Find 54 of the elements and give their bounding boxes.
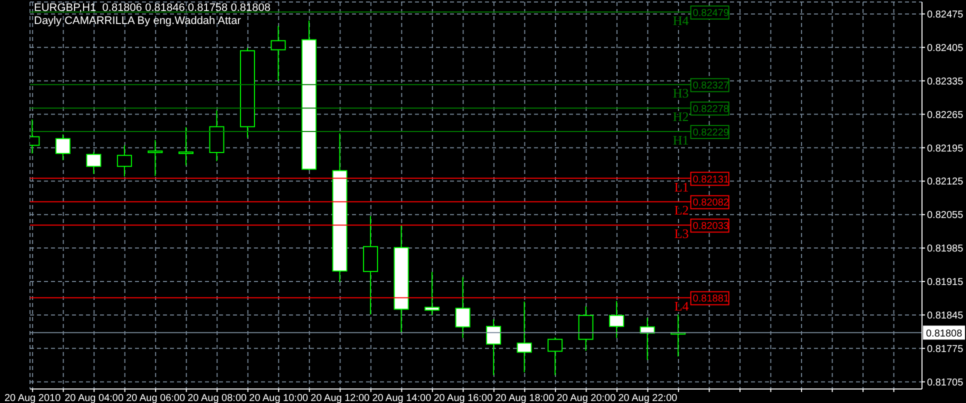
annotation: 0.82278 — [692, 104, 730, 116]
text: Dayly CAMARRILLA By eng.Waddah Attar — [34, 15, 241, 27]
candlestick — [424, 271, 440, 316]
x-tick-label: 20 Aug 22:00 — [618, 393, 678, 403]
x-tick-label: 20 Aug 08:00 — [188, 393, 248, 403]
candlestick — [116, 144, 132, 177]
ref-line-label: L1 — [674, 179, 689, 194]
annotation: 0.82131 — [692, 174, 730, 186]
y-tick-label: 0.82405 — [927, 42, 964, 54]
candlestick — [609, 300, 624, 338]
x-tick-label: 20 Aug 12:00 — [310, 393, 370, 403]
x-tick-label: 20 Aug 2010 — [4, 393, 62, 403]
y-tick-label: 0.82125 — [927, 176, 964, 188]
x-tick-label: 20 Aug 18:00 — [495, 393, 555, 403]
x-tick-label: 20 Aug 10:00 — [249, 393, 309, 403]
annotation: 0.81881 — [692, 294, 730, 305]
x-tick-label: 20 Aug 16:00 — [434, 393, 494, 403]
candlestick — [148, 140, 163, 176]
y-tick-label: 0.81985 — [927, 244, 964, 255]
y-tick-label: 0.81775 — [927, 344, 964, 355]
annotation: 0.82479 — [692, 8, 730, 20]
y-tick-label: 0.81915 — [927, 277, 964, 288]
ref-line-label: H4 — [672, 13, 690, 28]
candlestick — [270, 25, 286, 82]
x-tick-label: 20 Aug 20:00 — [556, 393, 616, 403]
ref-line-label: L3 — [674, 226, 689, 242]
chart-title: EURGBP,H1 0.81806 0.81846 0.81758 0.81808 — [34, 2, 270, 14]
y-tick-label: 0.82195 — [927, 143, 964, 154]
ref-line-label: H3 — [672, 86, 689, 101]
y-tick-label: 0.82055 — [927, 210, 964, 222]
y-tick-label: 0.82475 — [927, 9, 964, 20]
x-tick-label: 20 Aug 04:00 — [64, 393, 124, 403]
candlestick — [86, 152, 102, 174]
annotation: 0.82033 — [692, 221, 730, 232]
candlestick — [548, 336, 563, 376]
annotation: 0.82082 — [692, 198, 730, 209]
candlestick — [516, 301, 532, 373]
annotation: 0.82327 — [692, 80, 730, 92]
ref-line-label: L4 — [674, 298, 690, 314]
annotation: 0.81808 — [926, 328, 963, 340]
ref-line-label: H1 — [672, 132, 689, 148]
candlestick — [55, 134, 70, 161]
y-tick-label: 0.81705 — [927, 377, 964, 388]
candlestick — [178, 126, 194, 166]
candlestick — [455, 276, 470, 338]
ref-line-label: L2 — [674, 202, 689, 218]
y-tick-label: 0.82265 — [927, 110, 964, 121]
x-tick-label: 20 Aug 06:00 — [126, 393, 186, 403]
annotation: 0.82229 — [692, 127, 730, 138]
y-tick-label: 0.81845 — [927, 310, 964, 322]
y-tick-label: 0.82335 — [927, 76, 964, 88]
x-tick-label: 20 Aug 14:00 — [372, 393, 432, 403]
candlestick — [578, 306, 594, 352]
candlestick — [486, 318, 502, 376]
